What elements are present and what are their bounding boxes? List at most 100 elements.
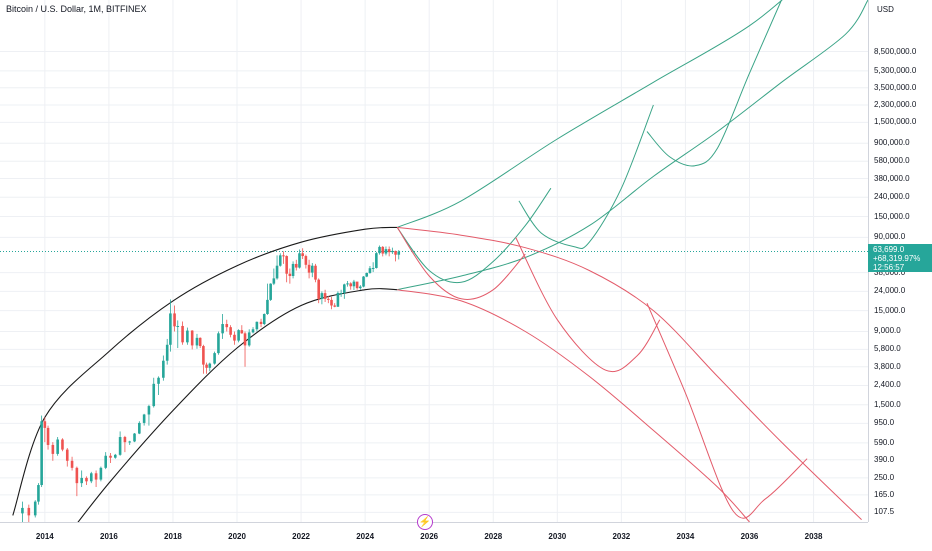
- candle-body: [391, 250, 394, 253]
- grid: [0, 0, 868, 522]
- currency-label[interactable]: USD: [877, 5, 894, 14]
- candle: [27, 504, 31, 522]
- candle: [37, 483, 40, 505]
- candle: [282, 251, 285, 264]
- symbol-title[interactable]: Bitcoin / U.S. Dollar, 1M, BITFINEX: [6, 4, 147, 14]
- price-tick-label: 2,300,000.0: [874, 99, 917, 109]
- candle-body: [27, 507, 31, 516]
- candle: [56, 437, 59, 456]
- time-tick-label: 2030: [548, 532, 567, 541]
- candle: [195, 333, 199, 349]
- candle-body: [343, 284, 346, 293]
- candle: [147, 404, 151, 426]
- candle-body: [362, 276, 365, 287]
- candle: [307, 259, 311, 279]
- candle: [381, 246, 385, 257]
- price-tick-label: 580,000.0: [874, 156, 910, 166]
- candle-body: [278, 255, 282, 266]
- candle-body: [109, 455, 112, 458]
- bear-projection-curve: [396, 227, 526, 300]
- price-tick-label: 24,000.0: [874, 286, 906, 296]
- candle: [233, 331, 236, 345]
- candle: [128, 440, 132, 445]
- candle: [269, 283, 272, 301]
- candle: [205, 362, 208, 374]
- channel-lower-line: [77, 288, 398, 522]
- candle: [80, 470, 83, 488]
- candle: [339, 289, 343, 297]
- candle: [99, 466, 103, 482]
- candle: [272, 268, 276, 286]
- bull-projection-curve: [518, 104, 654, 250]
- candle-body: [275, 265, 279, 279]
- candle-body: [80, 477, 83, 484]
- candle: [181, 321, 184, 345]
- candle-body: [355, 281, 359, 289]
- plot-area[interactable]: [0, 0, 868, 522]
- candle-body: [371, 267, 375, 269]
- candle: [323, 289, 327, 303]
- candle: [391, 247, 394, 254]
- candle-body: [221, 324, 224, 334]
- candle-body: [225, 324, 229, 328]
- candle-body: [169, 313, 172, 345]
- candle-body: [85, 477, 88, 482]
- candle: [229, 325, 232, 338]
- candle-body: [190, 330, 194, 346]
- candle-body: [213, 353, 216, 364]
- candle-body: [330, 299, 333, 306]
- candles[interactable]: [21, 245, 401, 522]
- candle-body: [247, 332, 251, 346]
- candle-body: [310, 265, 314, 273]
- candle-body: [162, 360, 165, 378]
- price-tick-label: 5,300,000.0: [874, 65, 917, 75]
- candle-body: [304, 256, 308, 265]
- price-tick-label: 38,000.0: [874, 267, 906, 277]
- candle: [142, 413, 146, 426]
- price-tick-label: 15,000.0: [874, 305, 906, 315]
- price-tick-label: 900,000.0: [874, 138, 910, 148]
- price-tick-label: 90,000.0: [874, 232, 906, 242]
- candle: [85, 476, 88, 486]
- candle-body: [40, 421, 43, 486]
- candle-body: [266, 299, 269, 315]
- candle-body: [359, 286, 362, 289]
- price-tick-label: 9,000.0: [874, 326, 901, 336]
- price-tick-label: 250.0: [874, 472, 895, 482]
- candle-body: [208, 363, 212, 368]
- time-tick-label: 2020: [228, 532, 246, 541]
- candle: [304, 254, 308, 269]
- time-axis[interactable]: 2014 2016 2018 2020 2022 2024 2026 2028 2030 2032…: [0, 522, 868, 551]
- candle-body: [387, 249, 391, 253]
- candle-body: [61, 439, 64, 450]
- candle-body: [243, 333, 247, 346]
- time-tick-label: 2022: [292, 532, 310, 541]
- lightning-icon[interactable]: ⚡: [417, 514, 433, 530]
- candle-body: [173, 313, 176, 327]
- bear-projection-curve: [397, 226, 862, 521]
- candle: [162, 355, 165, 381]
- price-tick-label: 5,800.0: [874, 344, 901, 354]
- bull-projection-curve: [646, 0, 782, 167]
- time-tick-label: 2034: [676, 532, 695, 541]
- candle-body: [46, 427, 50, 445]
- candle: [387, 246, 391, 257]
- channel-upper-line: [12, 226, 398, 516]
- candle-body: [259, 321, 263, 325]
- candle-body: [70, 460, 74, 468]
- price-tick-label: 240,000.0: [874, 192, 910, 202]
- candle: [327, 295, 330, 304]
- price-tick-label: 380,000.0: [874, 173, 910, 183]
- candle-body: [294, 263, 298, 268]
- candle: [65, 447, 69, 467]
- candle-body: [327, 298, 330, 300]
- candle: [359, 285, 362, 290]
- candle-body: [104, 455, 107, 468]
- candle-body: [65, 449, 69, 461]
- price-tick-label: 150,000.0: [874, 211, 910, 221]
- time-tick-label: 2014: [35, 532, 54, 541]
- candle-body: [152, 383, 156, 407]
- candle: [165, 338, 169, 365]
- candle: [51, 442, 55, 461]
